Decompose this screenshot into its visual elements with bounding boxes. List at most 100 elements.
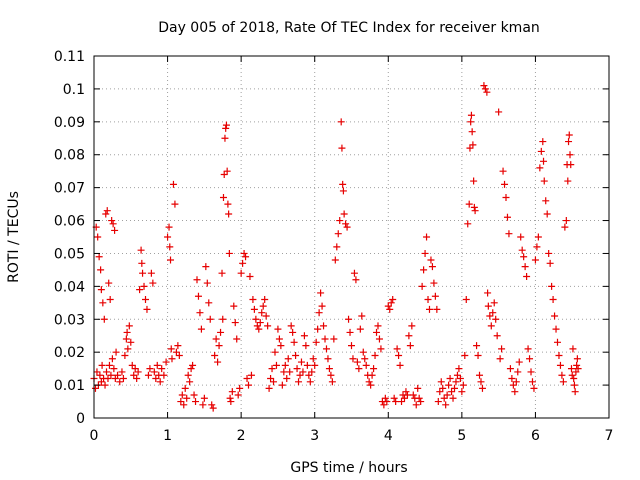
data-point [240,249,248,257]
data-point [265,384,273,392]
data-point [343,223,351,231]
data-point [133,375,141,383]
data-point [171,200,179,208]
data-point [464,220,472,228]
data-point [206,315,214,323]
data-point [91,384,99,392]
data-point [286,368,294,376]
data-point [484,302,492,310]
data-point [549,296,557,304]
data-point [452,378,460,386]
data-point [455,365,463,373]
data-point [467,111,475,119]
data-point [233,335,241,343]
data-point [167,256,175,264]
data-point [246,272,254,280]
data-point [275,335,283,343]
data-point [180,401,188,409]
data-point [352,276,360,284]
data-point [158,365,166,373]
data-point [537,147,545,155]
data-point [501,180,509,188]
data-point [242,253,250,261]
data-point [499,167,507,175]
data-point [502,194,510,202]
data-point [558,371,566,379]
data-point [339,187,347,195]
data-point [349,355,357,363]
data-point [103,207,111,215]
data-point [424,296,432,304]
data-point [430,279,438,287]
x-axis-label: GPS time / hours [290,460,407,476]
data-point [222,124,230,132]
data-point [143,305,151,313]
data-point [134,368,142,376]
data-point [434,398,442,406]
y-tick-label: 0.09 [54,115,85,131]
data-point [551,312,559,320]
data-point [362,361,370,369]
data-point [149,279,157,287]
data-point [95,253,103,261]
data-point [333,243,341,251]
data-point [107,371,115,379]
data-point [565,138,573,146]
data-point [338,144,346,152]
data-point [511,388,519,396]
data-point [99,299,107,307]
data-point [348,342,355,350]
data-point [138,259,146,267]
data-point [334,230,342,238]
data-point [199,401,207,409]
data-point [215,342,223,350]
data-point [184,371,192,379]
data-point [433,305,441,313]
data-point [317,289,325,297]
data-point [477,378,485,386]
data-point [386,305,394,313]
data-points [90,82,582,412]
data-point [478,384,486,392]
data-point [131,365,139,373]
data-point [568,371,576,379]
x-tick-label: 7 [605,428,614,444]
data-point [403,391,411,399]
data-point [97,266,105,274]
data-point [542,197,550,205]
data-point [283,375,291,383]
data-point [402,388,410,396]
data-point [564,177,572,185]
data-point [387,299,395,307]
data-point [118,368,126,376]
x-tick-label: 6 [531,428,540,444]
data-point [571,388,579,396]
plot-frame [93,55,610,419]
data-point [146,365,154,373]
axis-ticks [93,55,610,419]
data-point [414,384,422,392]
data-point [470,203,478,211]
data-point [136,286,144,294]
data-point [546,259,554,267]
x-tick-label: 3 [310,428,319,444]
data-point [264,322,272,330]
data-point [356,325,364,333]
data-point [359,348,367,356]
data-point [101,381,109,389]
data-point [531,256,539,264]
data-point [318,302,326,310]
data-point [114,371,122,379]
data-point [442,401,450,409]
data-point [147,269,155,277]
data-point [373,328,381,336]
data-point [219,194,227,202]
data-point [221,134,229,142]
data-point [496,355,504,363]
data-point [528,378,536,386]
data-point [567,161,575,169]
data-point [290,338,298,346]
data-point [106,296,114,304]
data-point [340,210,348,218]
